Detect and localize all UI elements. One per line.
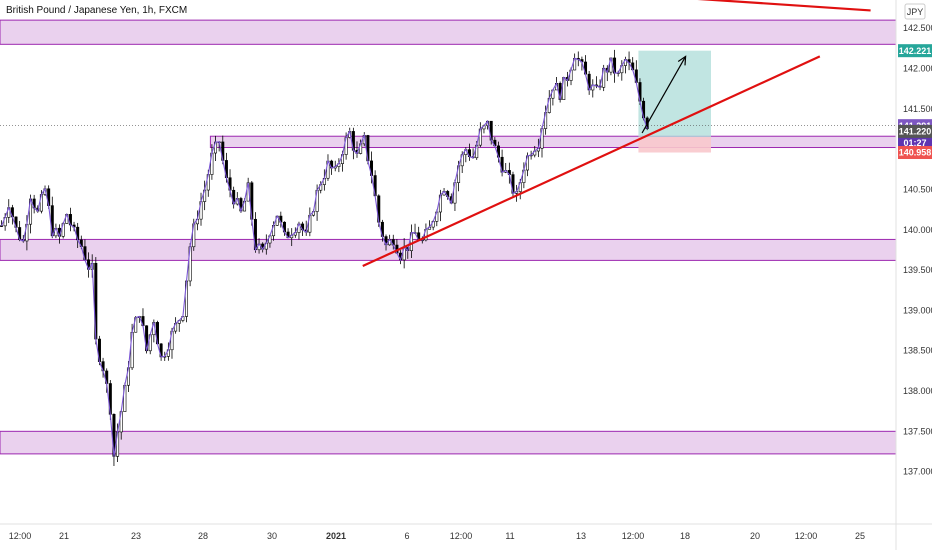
x-tick-label: 18: [680, 531, 690, 541]
arrow-head: [677, 55, 687, 66]
x-tick-label: 21: [59, 531, 69, 541]
y-tick-label: 139.500: [903, 265, 932, 275]
target-price-tag-label: 142.221: [899, 46, 932, 56]
x-tick-label: 23: [131, 531, 141, 541]
x-tick-label: 30: [267, 531, 277, 541]
x-tick-label: 12:00: [9, 531, 32, 541]
x-tick-label: 28: [198, 531, 208, 541]
countdown-tag-bg: [898, 136, 932, 150]
stop-price-tag-bg: [898, 146, 932, 160]
resistance-zone-top: [0, 19, 897, 45]
x-tick-label: 12:00: [622, 531, 645, 541]
drawings-layer: [362, 0, 871, 268]
x-tick-label: 2021: [326, 531, 346, 541]
price-overlay-line: [0, 57, 648, 457]
loss-zone: [638, 137, 711, 153]
x-tick-label: 13: [576, 531, 586, 541]
countdown-tag-label: 01:27: [903, 138, 926, 148]
zones-layer: [0, 19, 897, 455]
target-price-tag: 142.221: [898, 44, 932, 58]
entry-price-tag-bg: [898, 124, 932, 138]
y-tick-label: 142.500: [903, 23, 932, 33]
currency-button-label: JPY: [907, 7, 924, 17]
stop-price-tag-label: 140.958: [899, 148, 932, 158]
y-tick-label: 139.000: [903, 305, 932, 315]
y-tick-label: 142.000: [903, 64, 932, 74]
y-tick-label: 137.000: [903, 467, 932, 477]
x-tick-label: 25: [855, 531, 865, 541]
x-tick-label: 11: [505, 531, 514, 541]
y-tick-label: 137.500: [903, 426, 932, 436]
y-tick-label: 138.500: [903, 346, 932, 356]
target-arrow: [641, 56, 687, 134]
x-tick-label: 6: [404, 531, 409, 541]
chart-title: British Pound / Japanese Yen, 1h, FXCM: [6, 5, 187, 16]
y-tick-label: 140.500: [903, 184, 932, 194]
currency-button[interactable]: JPY: [904, 3, 926, 20]
time-axis[interactable]: 12:00 21 23 28 30 2021 6 12:00 11 13 12:00 18 20 12:0…: [9, 531, 865, 541]
x-tick-label: 20: [750, 531, 760, 541]
top-trendline: [697, 0, 871, 12]
ascending-trendline: [362, 55, 821, 268]
y-tick-label: 140.000: [903, 225, 932, 235]
x-tick-label: 12:00: [450, 531, 473, 541]
entry-price-tag-label: 141.220: [899, 127, 932, 137]
support-resistance-zone: [209, 135, 897, 149]
stop-price-tag: 140.958: [898, 146, 932, 160]
price-axis[interactable]: 137.000 137.500 138.000 138.500 139.000 139.5…: [903, 23, 932, 476]
countdown-tag: 01:27: [898, 136, 932, 150]
support-zone-bottom: [0, 430, 897, 455]
target-price-tag-bg: [898, 44, 932, 58]
y-tick-label: 138.000: [903, 386, 932, 396]
x-tick-label: 12:00: [795, 531, 818, 541]
entry-price-tag: 141.220: [898, 124, 932, 138]
y-tick-label: 141.500: [903, 104, 932, 114]
support-zone-middle: [0, 238, 897, 261]
position-layer: [638, 50, 711, 153]
